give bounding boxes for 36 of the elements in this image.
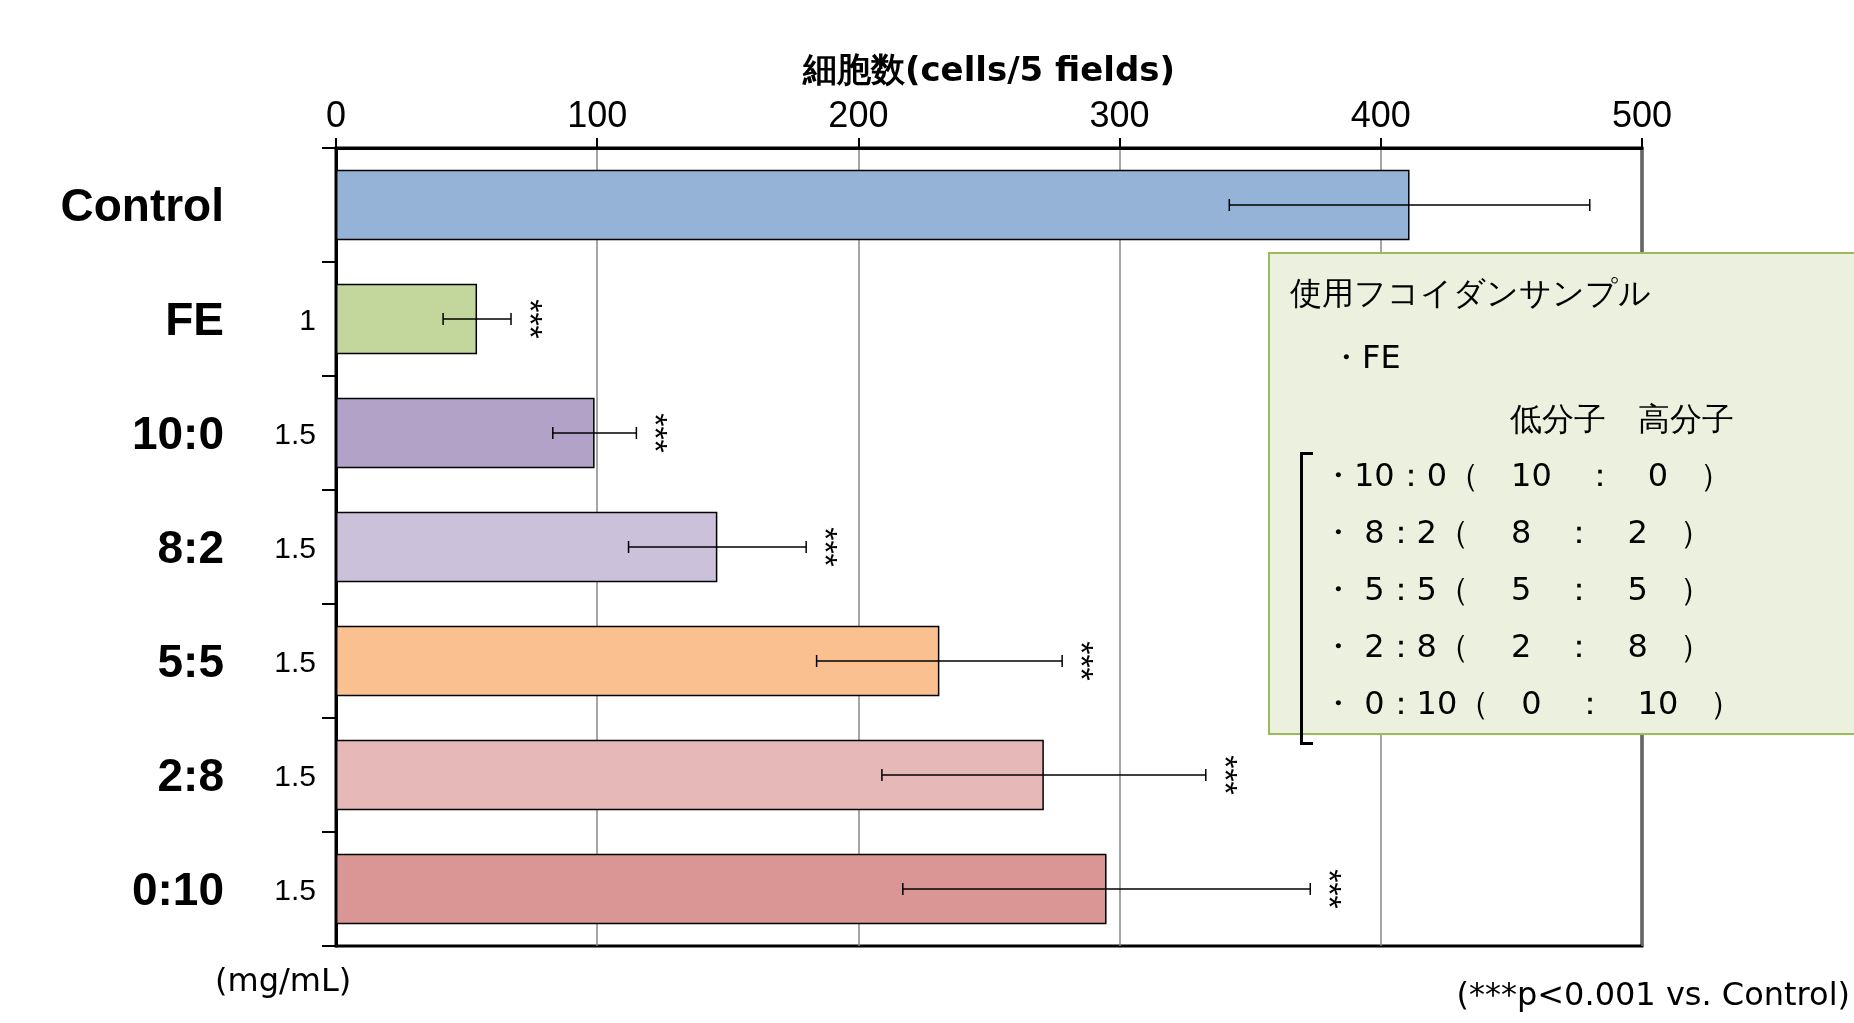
text: 1	[299, 302, 316, 336]
y-tick-label: 2:8	[157, 749, 224, 801]
text: (***p<0.001 vs. Control)	[1456, 975, 1850, 1013]
annotation: ***	[1311, 869, 1350, 909]
annotation: 低分子 高分子	[1510, 399, 1734, 440]
x-tick-label: 0	[325, 93, 347, 135]
x-tick-label: 100	[567, 93, 628, 135]
annotation: ***	[1206, 755, 1245, 795]
y-tick-label: FE	[165, 293, 224, 345]
annotation: ・ 8：2（ 8 ： 2 ）	[1322, 512, 1712, 553]
y-tick-label: 10:0	[131, 407, 224, 459]
y-tick-label: 0:10	[131, 863, 224, 915]
text: 1.5	[274, 416, 316, 450]
x-tick-label: 300	[1089, 93, 1150, 135]
annotation: ・ 0：10（ 0 ： 10 ）	[1322, 683, 1743, 724]
annotation: ・ 2：8（ 2 ： 8 ）	[1322, 626, 1712, 667]
text: 1.5	[274, 530, 316, 564]
y-tick-label: 5:5	[157, 635, 224, 687]
x-tick-label: 400	[1350, 93, 1411, 135]
text: 1.5	[274, 644, 316, 678]
annotation: 使用フコイダンサンプル	[1290, 273, 1651, 314]
x-axis-title: 細胞数(cells/5 fields)	[801, 49, 1176, 89]
annotation: ***	[637, 413, 676, 453]
text: (mg/mL)	[215, 961, 352, 999]
y-tick-label: 8:2	[157, 521, 224, 573]
text: 1.5	[274, 758, 316, 792]
annotation: ***	[512, 299, 550, 339]
annotation: ・FE	[1330, 337, 1401, 378]
y-tick-label: Control	[60, 179, 224, 231]
x-tick-label: 500	[1611, 93, 1673, 135]
annotation: ・10：0（ 10 ： 0 ）	[1322, 455, 1733, 496]
text: 1.5	[274, 872, 316, 906]
annotation: ***	[1063, 641, 1102, 681]
annotation: ・ 5：5（ 5 ： 5 ）	[1322, 569, 1712, 610]
annotation: ***	[807, 527, 846, 567]
x-tick-label: 200	[828, 93, 889, 135]
